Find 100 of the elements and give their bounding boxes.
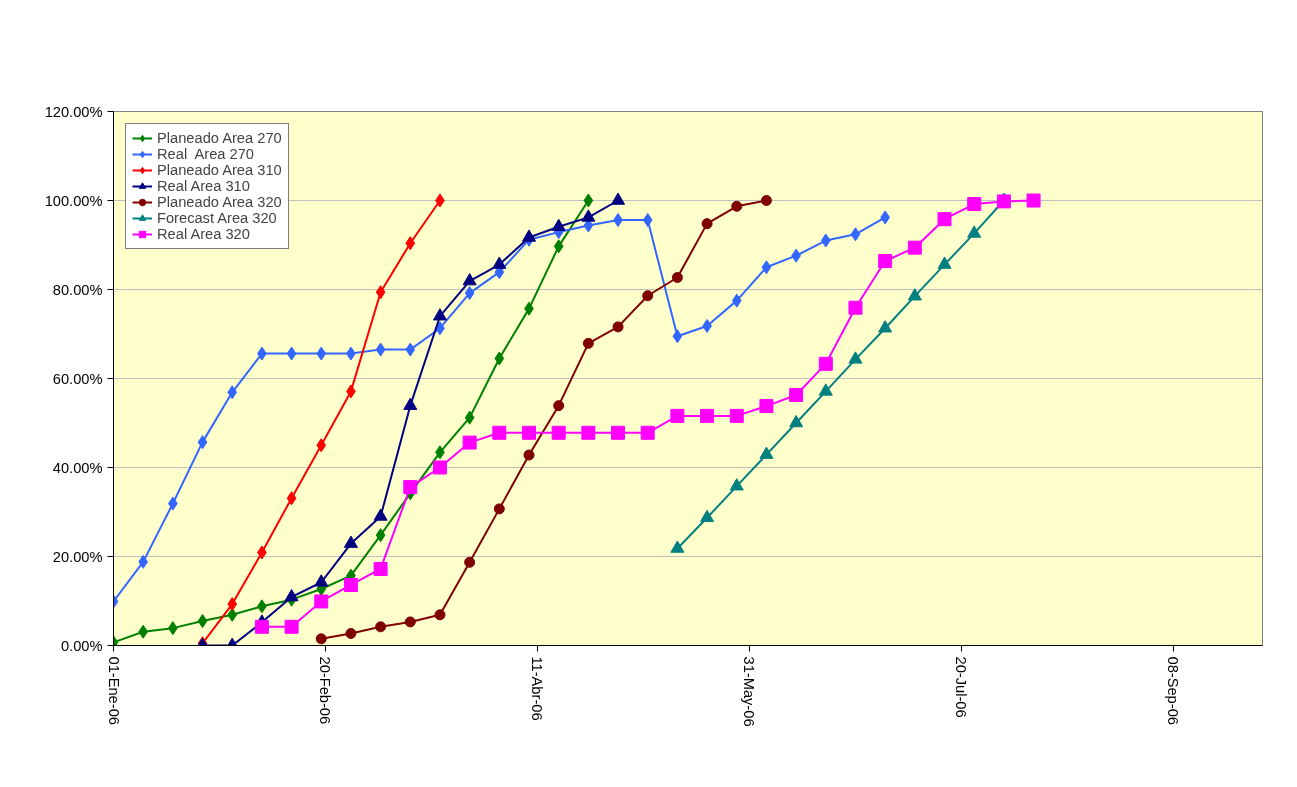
point	[612, 321, 624, 333]
point	[640, 425, 655, 440]
point	[343, 535, 358, 548]
point	[551, 218, 566, 232]
point	[373, 508, 388, 521]
point	[493, 503, 505, 515]
legend-label: Real Area 320	[157, 226, 250, 242]
point	[375, 528, 386, 543]
point	[581, 425, 596, 440]
point	[197, 614, 208, 629]
point	[818, 383, 833, 396]
legend-label: Real Area 310	[157, 178, 250, 194]
point	[404, 616, 416, 628]
y-tick-label: 100.00%	[44, 192, 103, 209]
legend-label: Planeado Area 270	[157, 130, 282, 146]
point	[373, 561, 388, 576]
point	[581, 209, 596, 222]
point	[492, 425, 507, 440]
point	[375, 342, 386, 357]
point	[284, 588, 299, 602]
point	[996, 194, 1011, 209]
point	[551, 425, 566, 440]
point	[462, 273, 477, 286]
point	[343, 577, 358, 592]
y-tick-label: 60.00%	[52, 370, 103, 387]
point	[315, 633, 327, 645]
point	[700, 509, 715, 523]
legend-label: Forecast Area 320	[157, 210, 277, 226]
point	[760, 195, 772, 206]
point	[464, 556, 476, 568]
point	[464, 410, 475, 425]
point	[611, 425, 626, 440]
point	[878, 320, 893, 333]
point	[286, 346, 297, 361]
point	[432, 460, 447, 475]
point	[848, 351, 863, 364]
point	[138, 624, 149, 639]
point	[583, 193, 594, 208]
point	[197, 435, 208, 450]
point	[731, 293, 742, 308]
point	[820, 233, 831, 248]
point	[522, 229, 537, 242]
point	[522, 425, 537, 440]
x-tick-label: 08-Sep-06	[1165, 656, 1182, 725]
point	[907, 240, 922, 255]
point	[462, 435, 477, 450]
point	[937, 256, 952, 269]
point	[227, 607, 238, 622]
point	[642, 213, 653, 228]
point	[789, 387, 804, 402]
legend-label: Planeado Area 320	[157, 194, 282, 210]
point	[553, 239, 564, 254]
point	[878, 254, 893, 269]
x-tick-label: 11-Abr-06	[529, 656, 546, 721]
x-tick-label: 01-Ene-06	[105, 656, 122, 725]
point	[789, 414, 804, 428]
point	[701, 218, 713, 230]
point	[848, 300, 863, 315]
point	[405, 342, 416, 357]
x-tick-label: 31-May-06	[741, 656, 758, 727]
point	[672, 329, 683, 344]
y-tick-label: 80.00%	[52, 281, 103, 298]
point	[671, 271, 683, 283]
point	[553, 400, 565, 412]
point	[432, 308, 447, 321]
point	[729, 408, 744, 423]
point	[642, 290, 654, 302]
point	[494, 351, 505, 366]
point	[286, 491, 297, 506]
point	[403, 397, 418, 410]
legend-label: Planeado Area 310	[157, 162, 282, 178]
point	[611, 192, 626, 205]
point	[967, 197, 982, 212]
point	[818, 356, 833, 371]
point	[1026, 193, 1041, 208]
point	[492, 256, 507, 269]
point	[314, 574, 329, 587]
point	[937, 212, 952, 227]
point	[850, 227, 861, 242]
point	[375, 285, 386, 300]
point	[254, 619, 269, 634]
point	[523, 449, 535, 461]
point	[316, 438, 327, 453]
point	[670, 408, 685, 423]
y-tick-label: 20.00%	[52, 548, 103, 565]
point	[967, 225, 982, 238]
point	[345, 627, 357, 639]
point	[759, 399, 774, 414]
point	[582, 337, 594, 349]
y-tick-label: 40.00%	[52, 459, 103, 476]
point	[700, 408, 715, 423]
point	[759, 446, 774, 459]
point	[729, 478, 744, 491]
point	[434, 609, 446, 621]
point	[761, 260, 772, 275]
point	[375, 621, 387, 633]
x-tick-label: 20-Jul-06	[953, 656, 970, 718]
y-tick-label: 120.00%	[44, 103, 103, 120]
point	[227, 597, 238, 612]
point	[138, 554, 149, 569]
